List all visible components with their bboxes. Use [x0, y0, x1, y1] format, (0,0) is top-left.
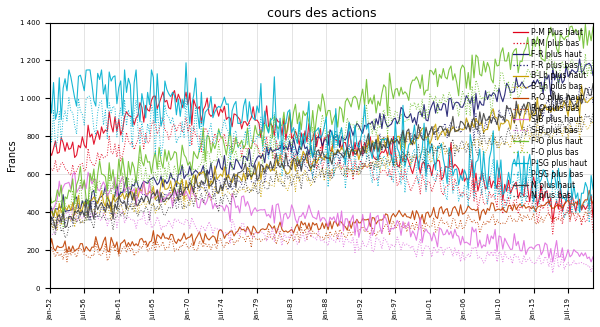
Title: cours des actions: cours des actions — [266, 7, 376, 20]
Y-axis label: Francs: Francs — [7, 140, 17, 171]
Legend: P-M Plus haut, P-M plus bas, F-R plus haut, F-R plus bas, B-Lh plus haut, B-Lh p: P-M Plus haut, P-M plus bas, F-R plus ha… — [512, 26, 589, 202]
